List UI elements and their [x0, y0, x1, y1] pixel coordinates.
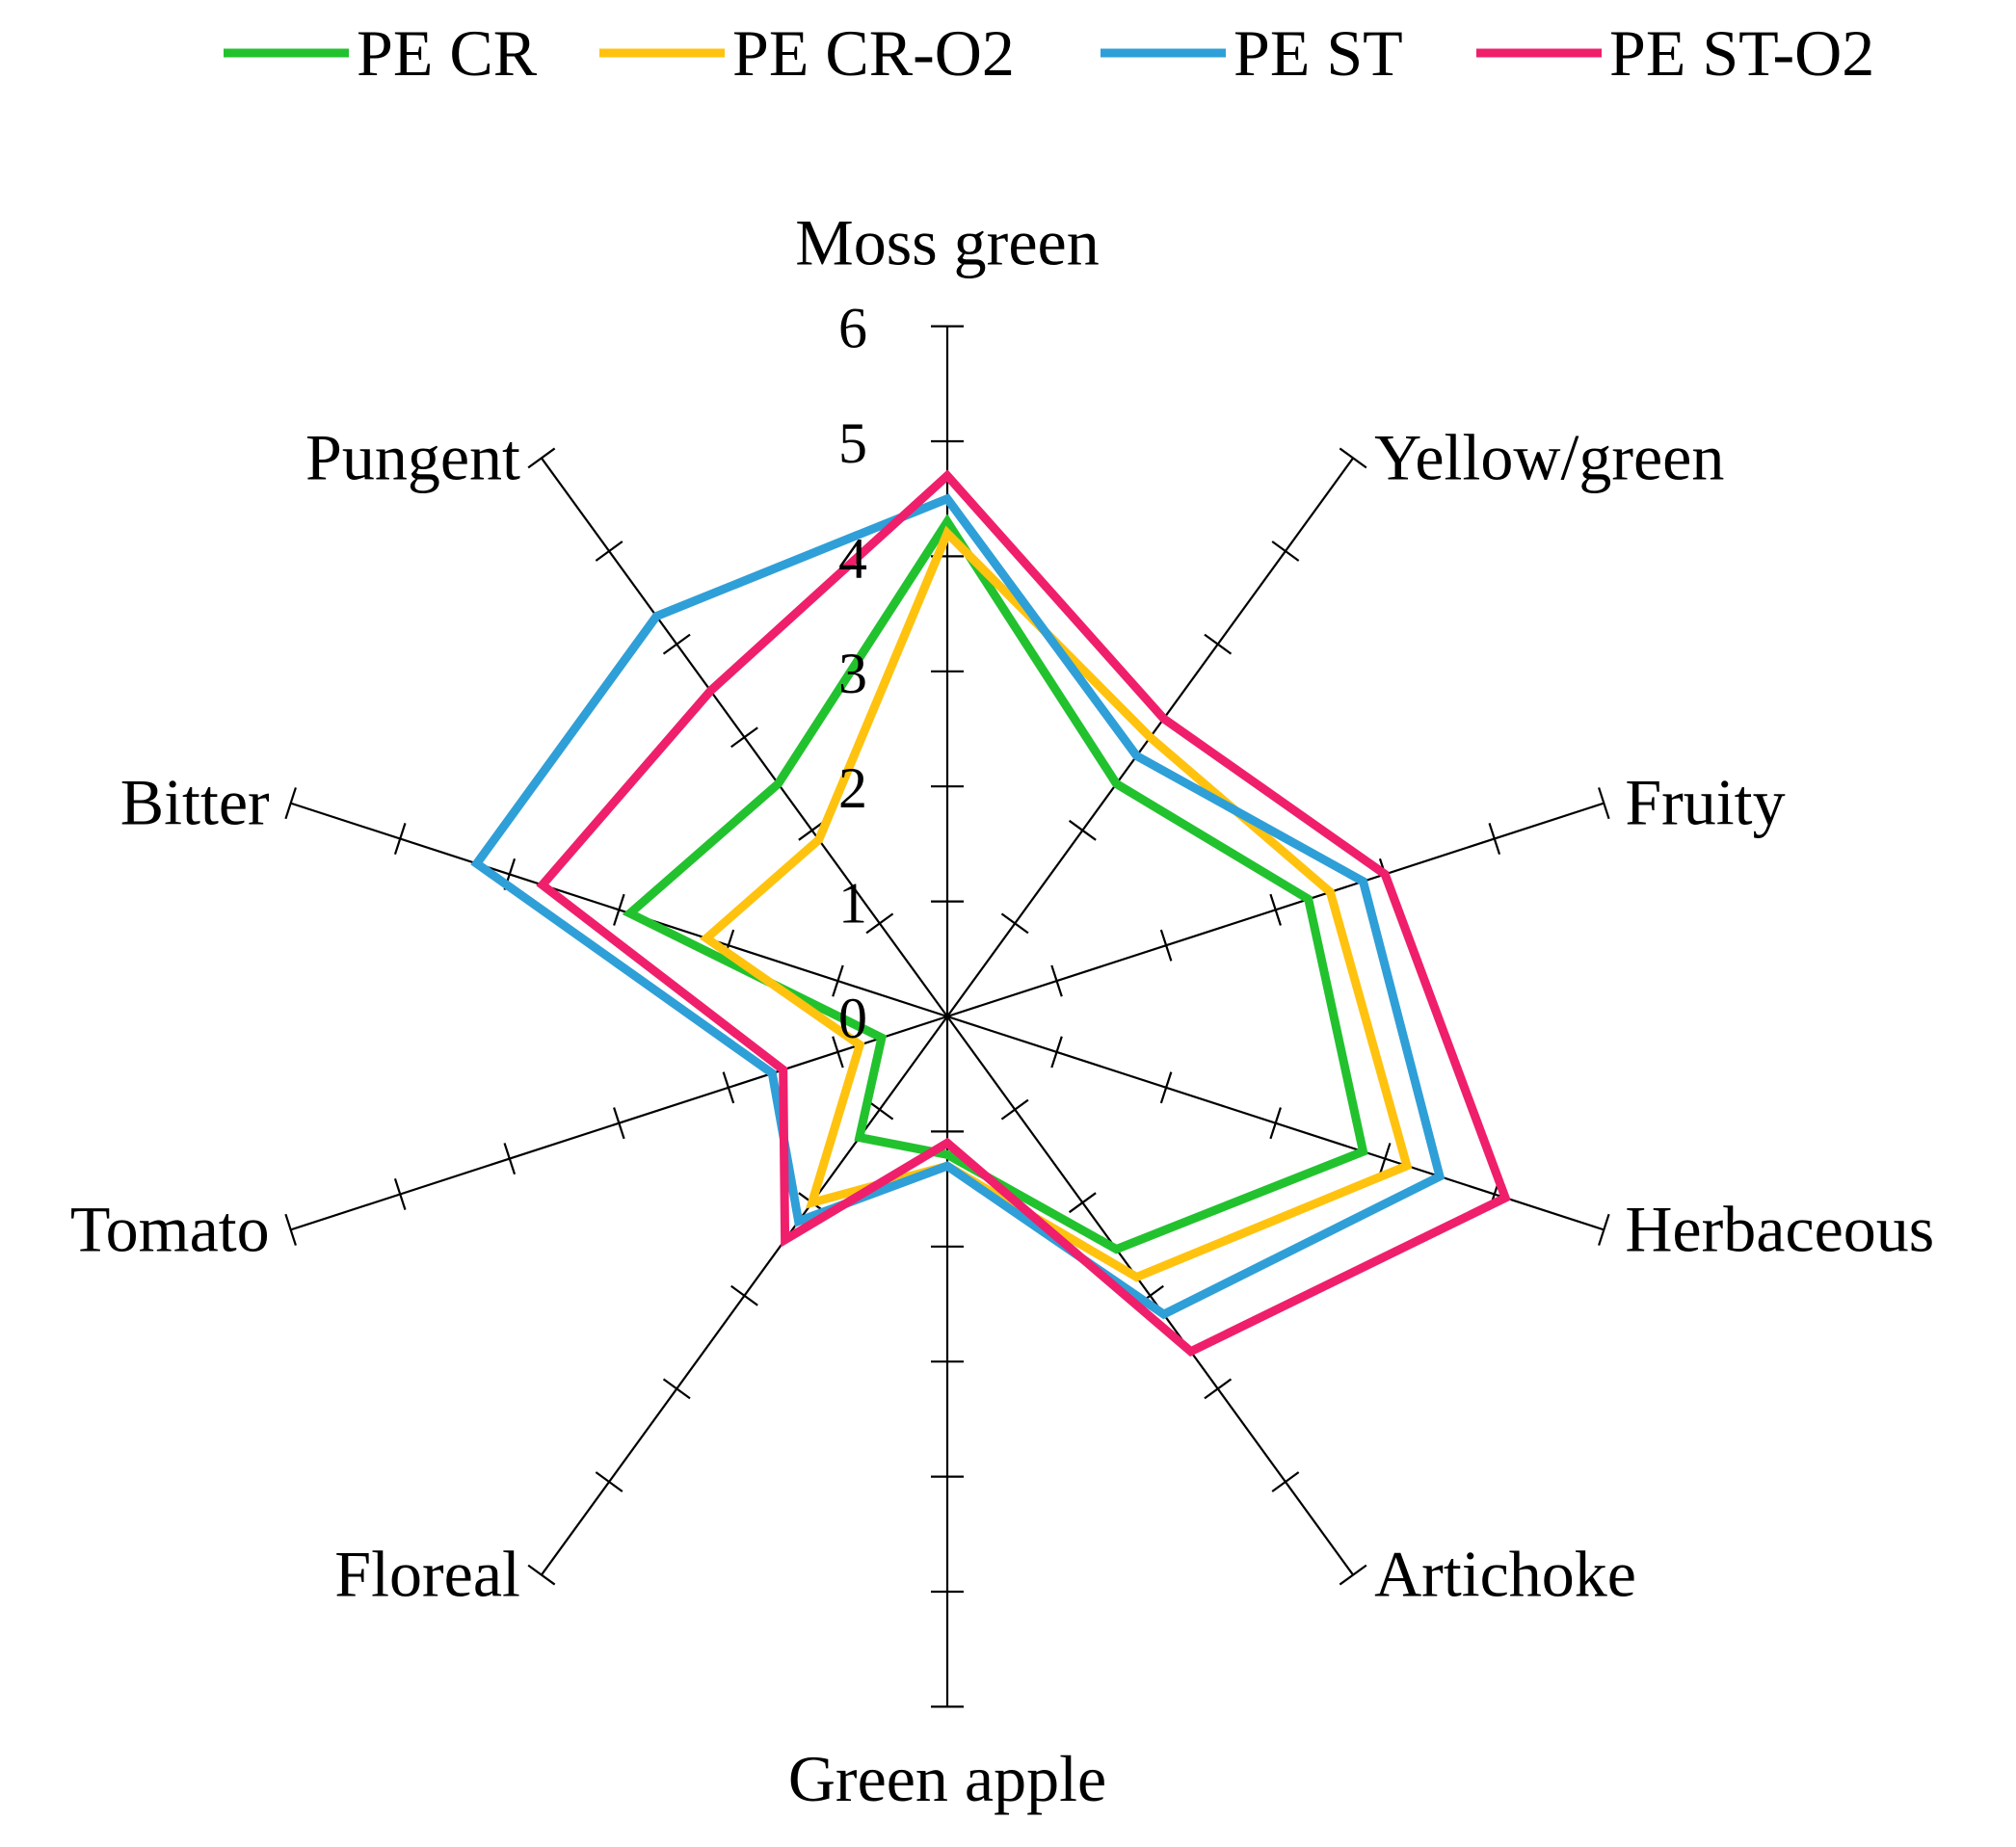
axis-label-artichoke: Artichoke: [1374, 1538, 1636, 1611]
axis-label-tomato: Tomato: [70, 1192, 270, 1265]
r-tick-label-2: 2: [838, 756, 867, 820]
r-tick-label-6: 6: [838, 297, 867, 360]
legend-label-pe-cr: PE CR: [357, 16, 538, 90]
legend-label-pe-cr-o2: PE CR-O2: [732, 16, 1015, 90]
axis-tick-floreal-4: [662, 1378, 691, 1400]
axis-tick-fruity-6: [1598, 787, 1610, 820]
axis-tick-herbaceous-4: [1378, 1143, 1392, 1175]
radar-series: [470, 469, 1511, 1358]
axis-tick-tomato-3: [613, 1107, 625, 1140]
axis-tick-floreal-3: [730, 1284, 758, 1306]
axis-tick-tomato-6: [284, 1213, 297, 1246]
axis-tick-yellow-green-4: [1204, 633, 1233, 655]
legend-item-pe-cr: PE CR: [224, 16, 538, 90]
axis-tick-herbaceous-6: [1598, 1213, 1610, 1246]
axis-tick-floreal-6: [527, 1564, 556, 1586]
axis-tick-herbaceous-3: [1269, 1107, 1282, 1140]
axis-tick-bitter-1: [832, 964, 844, 997]
r-tick-label-3: 3: [838, 642, 867, 705]
axis-label-pungent: Pungent: [305, 420, 520, 493]
axis-tick-herbaceous-1: [1050, 1036, 1063, 1069]
axis-tick-fruity-5: [1488, 823, 1501, 856]
axis-label-floreal: Floreal: [334, 1538, 520, 1611]
axis-tick-fruity-2: [1159, 929, 1173, 962]
legend-item-pe-st-o2: PE ST-O2: [1476, 16, 1874, 90]
axis-tick-artichoke-2: [1068, 1192, 1097, 1214]
axis-tick-pungent-5: [595, 541, 623, 562]
legend-label-pe-st-o2: PE ST-O2: [1609, 16, 1874, 90]
r-tick-label-1: 1: [838, 872, 867, 936]
axis-label-herbaceous: Herbaceous: [1625, 1192, 1934, 1265]
axis-tick-artichoke-1: [1000, 1098, 1029, 1121]
axis-tick-bitter-3: [613, 893, 625, 926]
axis-tick-pungent-3: [730, 726, 758, 749]
axis-tick-yellow-green-6: [1339, 447, 1367, 469]
axis-tick-floreal-5: [595, 1471, 623, 1492]
axis-label-moss-green: Moss green: [795, 206, 1099, 279]
axis-tick-fruity-3: [1269, 893, 1282, 926]
series-line-pe-st-o2: [536, 469, 1511, 1358]
axis-labels: 0 1 2 3 4 5 6 Moss green Yellow/green Fruity Herba…: [70, 206, 1934, 1815]
axis-tick-artichoke-6: [1339, 1564, 1367, 1586]
axis-tick-tomato-2: [722, 1071, 735, 1104]
legend-item-pe-cr-o2: PE CR-O2: [599, 16, 1015, 90]
axis-tick-artichoke-4: [1204, 1378, 1233, 1400]
series-line-pe-cr: [622, 514, 1368, 1254]
series-line-pe-st: [470, 493, 1446, 1320]
r-tick-label-4: 4: [838, 526, 867, 590]
axis-tick-fruity-1: [1050, 964, 1063, 997]
axis-label-yellow-green: Yellow/green: [1374, 420, 1724, 493]
axis-tick-artichoke-5: [1271, 1471, 1300, 1492]
axis-tick-tomato-1: [832, 1036, 844, 1069]
axis-label-bitter: Bitter: [120, 766, 270, 839]
legend-label-pe-st: PE ST: [1233, 16, 1403, 90]
axis-label-green-apple: Green apple: [788, 1742, 1106, 1815]
axis-tick-pungent-1: [865, 912, 894, 935]
axis-tick-pungent-4: [662, 633, 691, 655]
axis-tick-tomato-5: [393, 1177, 407, 1210]
axis-label-fruity: Fruity: [1625, 766, 1785, 839]
axis-tick-bitter-6: [284, 787, 297, 820]
legend-item-pe-st: PE ST: [1101, 16, 1403, 90]
axis-tick-yellow-green-1: [1000, 912, 1029, 935]
legend: PE CR PE CR-O2 PE ST PE ST-O2: [224, 16, 1874, 90]
r-tick-label-0: 0: [838, 987, 867, 1050]
axis-tick-yellow-green-5: [1271, 541, 1300, 562]
axis-tick-yellow-green-2: [1068, 819, 1097, 841]
r-tick-label-5: 5: [838, 411, 867, 475]
axis-tick-pungent-6: [527, 447, 556, 469]
axis-tick-bitter-5: [393, 823, 407, 856]
axis-tick-tomato-4: [503, 1143, 517, 1175]
axis-tick-herbaceous-2: [1159, 1071, 1173, 1104]
